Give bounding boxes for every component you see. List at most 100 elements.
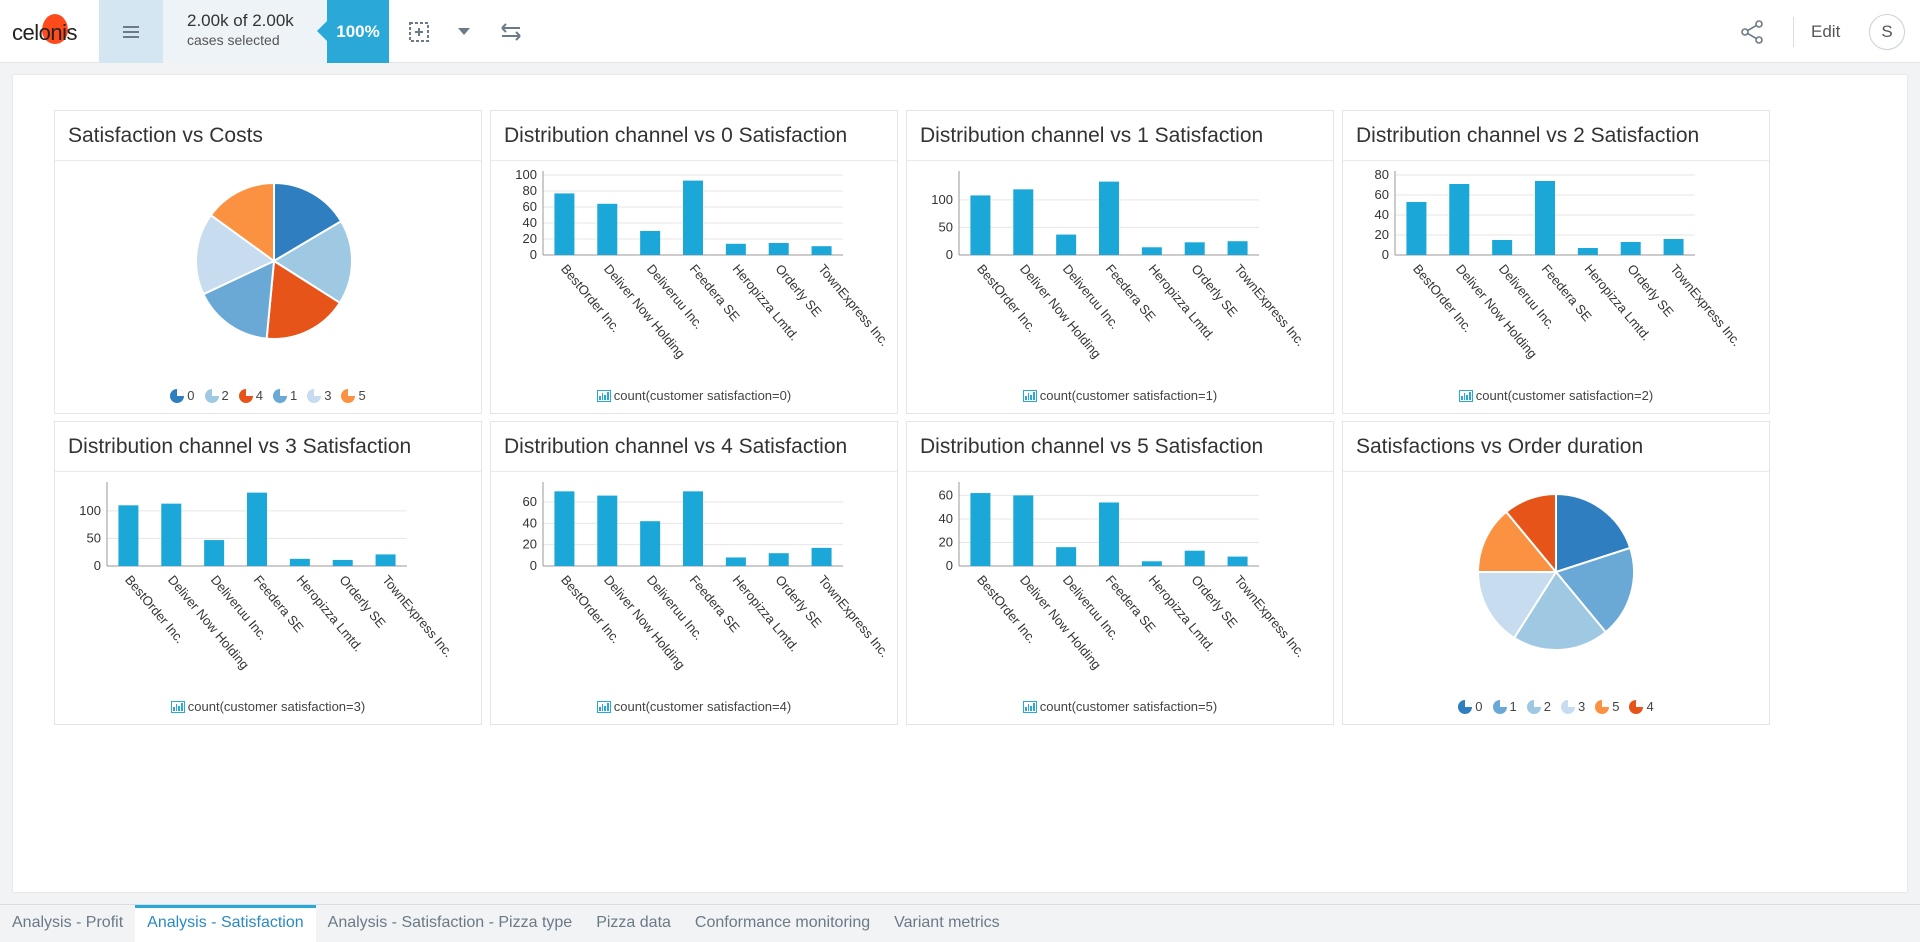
selection-percent-badge: 100% bbox=[317, 0, 389, 63]
tab-pizza-data[interactable]: Pizza data bbox=[596, 914, 671, 931]
tab-conformance-monitoring[interactable]: Conformance monitoring bbox=[694, 914, 871, 931]
bar-chart-icon bbox=[1022, 700, 1037, 713]
card-channel-vs-2[interactable]: Distribution channel vs 2 Satisfaction 0… bbox=[1342, 110, 1770, 414]
pie-legend-icon bbox=[1526, 699, 1541, 714]
y-tick-label: 0 bbox=[530, 247, 537, 262]
bar-chart-icon bbox=[170, 700, 185, 713]
tab-variant-metrics[interactable]: Variant metrics bbox=[894, 914, 1000, 931]
x-tick-label: Deliver Now Holding bbox=[601, 572, 688, 672]
pie-legend-icon bbox=[204, 388, 219, 403]
card-channel-vs-4[interactable]: Distribution channel vs 4 Satisfaction 0… bbox=[490, 421, 898, 725]
x-tick-label: TownExpress Inc. bbox=[1231, 572, 1308, 660]
legend-item: count(customer satisfaction=5) bbox=[1022, 699, 1218, 714]
legend-item: count(customer satisfaction=4) bbox=[596, 699, 792, 714]
bar-legend: count(customer satisfaction=4) bbox=[491, 699, 897, 714]
bar bbox=[970, 195, 991, 255]
legend-item[interactable]: 5 bbox=[341, 388, 366, 403]
x-tick-label: Deliver Now Holding bbox=[1017, 261, 1104, 361]
legend-label: 2 bbox=[1543, 699, 1551, 714]
bar bbox=[683, 491, 703, 566]
bar bbox=[768, 553, 789, 566]
y-tick-label: 60 bbox=[523, 494, 537, 509]
card-satisfaction-vs-costs[interactable]: Satisfaction vs Costs 0 2 4 1 3 5 bbox=[54, 110, 482, 414]
card-channel-vs-1[interactable]: Distribution channel vs 1 Satisfaction 0… bbox=[906, 110, 1334, 414]
legend-label: count(customer satisfaction=2) bbox=[1475, 388, 1654, 403]
y-tick-label: 50 bbox=[87, 530, 101, 545]
bar bbox=[375, 554, 396, 566]
legend-label: count(customer satisfaction=4) bbox=[613, 699, 792, 714]
bar bbox=[1141, 247, 1162, 255]
user-avatar-button[interactable]: S bbox=[1869, 0, 1905, 63]
y-tick-label: 80 bbox=[1375, 167, 1389, 182]
pie-chart-satisfaction-vs-duration bbox=[1476, 492, 1635, 651]
add-selection-button[interactable] bbox=[407, 18, 435, 46]
x-tick-label: TownExpress Inc. bbox=[815, 572, 892, 660]
pie-legend-icon bbox=[1561, 699, 1575, 714]
selection-dropdown-button[interactable] bbox=[450, 18, 478, 46]
pie-legend: 0 1 2 3 5 4 bbox=[1343, 699, 1769, 714]
hamburger-icon bbox=[123, 25, 139, 38]
legend-item[interactable]: 4 bbox=[238, 388, 263, 403]
bar bbox=[332, 559, 353, 566]
legend-item[interactable]: 3 bbox=[1561, 699, 1585, 714]
legend-item[interactable]: 3 bbox=[307, 388, 331, 403]
legend-label: count(customer satisfaction=1) bbox=[1039, 388, 1218, 403]
card-satisfaction-vs-order-duration[interactable]: Satisfactions vs Order duration 0 1 2 3 5 4 bbox=[1342, 421, 1770, 725]
legend-item[interactable]: 4 bbox=[1629, 699, 1654, 714]
menu-button[interactable] bbox=[99, 0, 163, 63]
share-button[interactable] bbox=[1740, 0, 1764, 63]
tab-analysis-profit[interactable]: Analysis - Profit bbox=[12, 914, 124, 931]
legend-item[interactable]: 0 bbox=[170, 388, 195, 403]
swap-arrows-icon bbox=[501, 23, 521, 41]
card-channel-vs-3[interactable]: Distribution channel vs 3 Satisfaction 0… bbox=[54, 421, 482, 725]
tab-analysis-satisfaction[interactable]: Analysis - Satisfaction bbox=[135, 905, 316, 942]
pie-legend-icon bbox=[1629, 699, 1644, 714]
card-channel-vs-5[interactable]: Distribution channel vs 5 Satisfaction 0… bbox=[906, 421, 1334, 725]
avatar: S bbox=[1869, 13, 1905, 50]
legend-item[interactable]: 2 bbox=[204, 388, 229, 403]
y-tick-label: 40 bbox=[523, 515, 537, 530]
bar bbox=[1663, 239, 1684, 255]
legend-label: 3 bbox=[324, 388, 332, 403]
bar bbox=[118, 505, 139, 566]
bar-chart-icon bbox=[596, 700, 611, 713]
legend-label: 4 bbox=[255, 388, 263, 403]
bar bbox=[1535, 181, 1555, 255]
dashboard-canvas: Satisfaction vs Costs 0 2 4 1 3 5 Distributio… bbox=[13, 75, 1907, 892]
bar bbox=[597, 495, 618, 566]
bar-chart-icon bbox=[1458, 389, 1473, 402]
bar-legend: count(customer satisfaction=1) bbox=[907, 388, 1333, 403]
bar bbox=[1449, 184, 1470, 255]
bar bbox=[1227, 241, 1248, 255]
bar bbox=[289, 558, 310, 566]
legend-item[interactable]: 0 bbox=[1458, 699, 1483, 714]
legend-item[interactable]: 2 bbox=[1526, 699, 1551, 714]
card-channel-vs-0[interactable]: Distribution channel vs 0 Satisfaction 0… bbox=[490, 110, 898, 414]
legend-item[interactable]: 5 bbox=[1595, 699, 1619, 714]
bar bbox=[204, 540, 225, 566]
x-tick-label: Deliver Now Holding bbox=[1017, 572, 1104, 672]
tab-analysis-satisfaction-pizza-type[interactable]: Analysis - Satisfaction - Pizza type bbox=[327, 914, 573, 931]
legend-item[interactable]: 1 bbox=[273, 388, 297, 403]
case-selection-summary[interactable]: 2.00k of 2.00k cases selected bbox=[163, 0, 327, 63]
bar-legend: count(customer satisfaction=2) bbox=[1343, 388, 1769, 403]
bar bbox=[554, 491, 575, 566]
legend-label: 1 bbox=[1509, 699, 1517, 714]
legend-item[interactable]: 1 bbox=[1492, 699, 1517, 714]
celonis-logo[interactable]: celonis bbox=[12, 14, 77, 46]
selection-add-icon bbox=[409, 22, 429, 42]
cases-count: 2.00k of 2.00k bbox=[187, 11, 294, 30]
legend-label: count(customer satisfaction=5) bbox=[1039, 699, 1218, 714]
pie-slice bbox=[1512, 570, 1608, 651]
bar bbox=[1056, 234, 1077, 255]
edit-button[interactable]: Edit bbox=[1811, 0, 1840, 63]
pie-slice bbox=[1476, 571, 1558, 640]
swap-button[interactable] bbox=[497, 18, 525, 46]
pie-legend-icon bbox=[1458, 699, 1473, 714]
y-tick-label: 20 bbox=[523, 537, 537, 552]
bar bbox=[1406, 202, 1427, 255]
legend-item: count(customer satisfaction=2) bbox=[1458, 388, 1654, 403]
y-tick-label: 0 bbox=[94, 558, 101, 573]
legend-label: 5 bbox=[358, 388, 366, 403]
toolbar-divider bbox=[1793, 0, 1794, 63]
